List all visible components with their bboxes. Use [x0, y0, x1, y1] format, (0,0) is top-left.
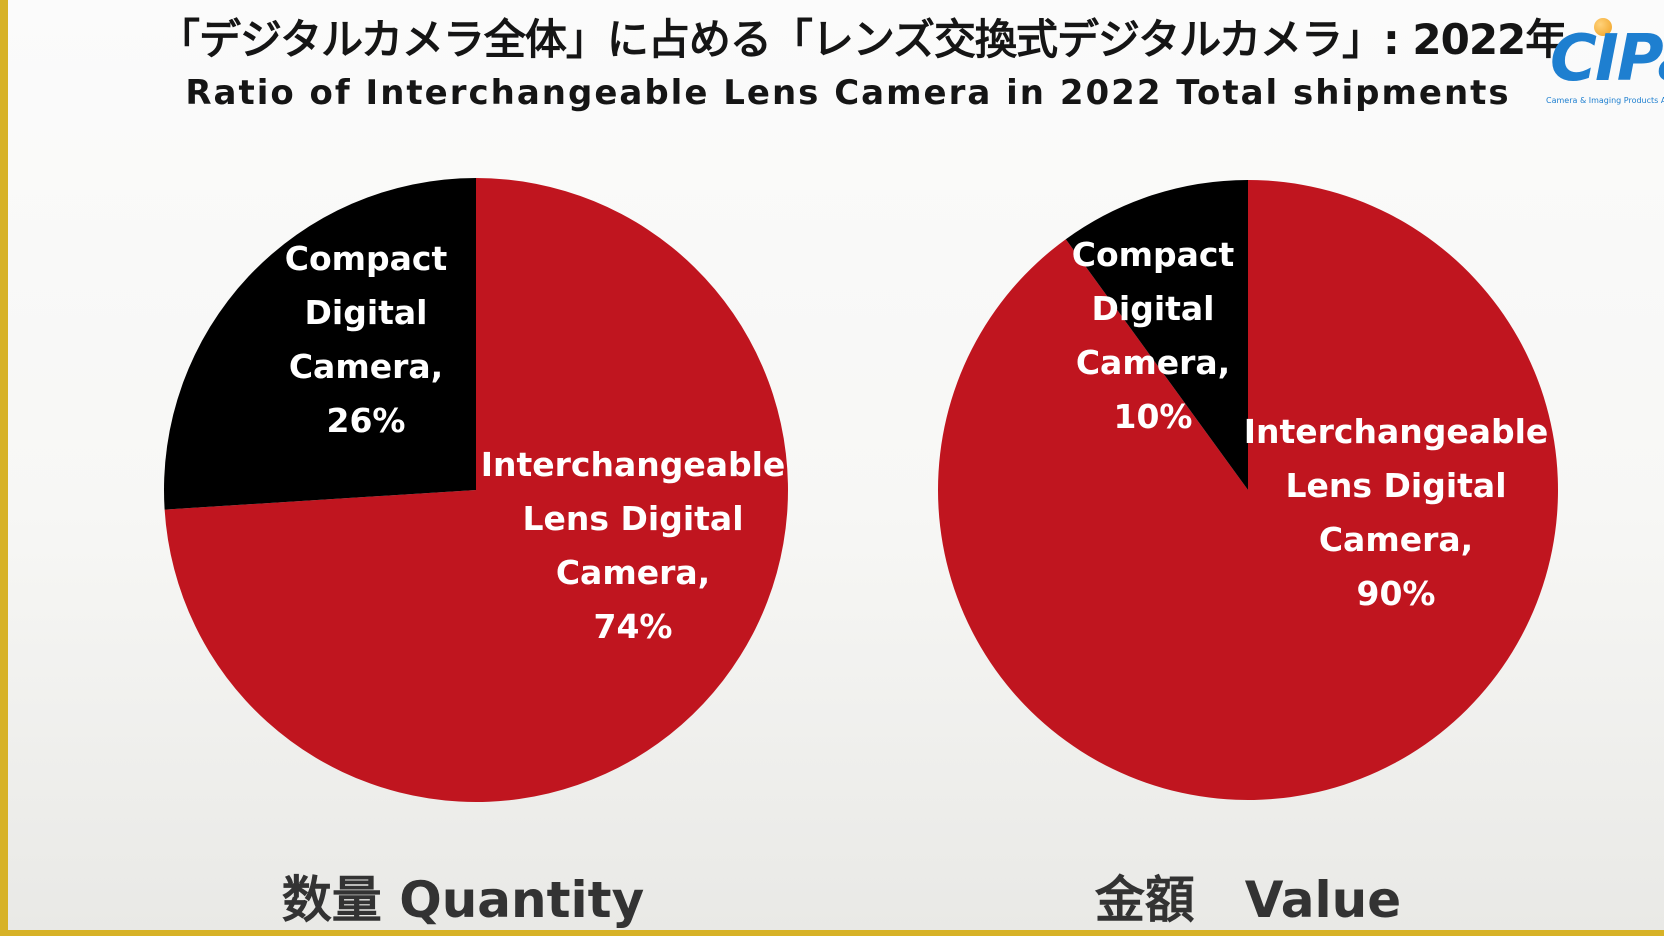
pie-slice-compact	[164, 178, 476, 510]
logo-text: CIPa	[1550, 22, 1664, 96]
pie-label-line: Camera,	[1319, 520, 1473, 559]
pie-label-line: Camera,	[1076, 343, 1230, 382]
slide-title-japanese: 「デジタルカメラ全体」に占める「レンズ交換式デジタルカメラ」: 2022年	[158, 15, 1567, 64]
pie-label-line: Camera,	[556, 553, 710, 592]
chart-caption-quantity: 数量 Quantity	[281, 871, 645, 929]
cipa-logo: CIPa Camera & Imaging Products Associati…	[1538, 10, 1664, 110]
pie-label-line: Compact	[285, 239, 448, 278]
pie-label-compact: Compact Digital Camera, 10%	[1072, 235, 1235, 436]
pie-label-line: Digital	[1092, 289, 1215, 328]
chart-caption-value: 金額 Value	[1094, 871, 1402, 929]
pie-label-line: Digital	[305, 293, 428, 332]
pie-label-line: 90%	[1357, 574, 1436, 613]
pie-label-line: 26%	[327, 401, 406, 440]
pie-label-line: Lens Digital	[1285, 466, 1506, 505]
pie-slice-compact	[1065, 180, 1248, 490]
pie-label-line: Lens Digital	[522, 499, 743, 538]
pie-charts: Interchangeable Lens Digital Camera, 74% Com…	[164, 178, 1558, 802]
pie-label-line: Camera,	[289, 347, 443, 386]
pie-label-line: Compact	[1072, 235, 1235, 274]
pie-quantity: Interchangeable Lens Digital Camera, 74% Com…	[164, 178, 788, 802]
logo-dot-icon	[1594, 18, 1612, 36]
pie-value: Interchangeable Lens Digital Camera, 90% Com…	[937, 180, 1558, 800]
pie-label-interchangeable: Interchangeable Lens Digital Camera, 74%	[481, 445, 786, 646]
pie-label-line: Interchangeable	[481, 445, 786, 484]
pie-slice-interchangeable	[164, 178, 788, 802]
pie-label-interchangeable: Interchangeable Lens Digital Camera, 90%	[1244, 412, 1549, 613]
slide-title-english: Ratio of Interchangeable Lens Camera in …	[185, 73, 1511, 113]
pie-label-compact: Compact Digital Camera, 26%	[285, 239, 448, 440]
logo-subtext: Camera & Imaging Products Association	[1546, 96, 1664, 105]
pie-label-line: 74%	[594, 607, 673, 646]
pie-label-line: Interchangeable	[1244, 412, 1549, 451]
pie-label-line: 10%	[1114, 397, 1193, 436]
